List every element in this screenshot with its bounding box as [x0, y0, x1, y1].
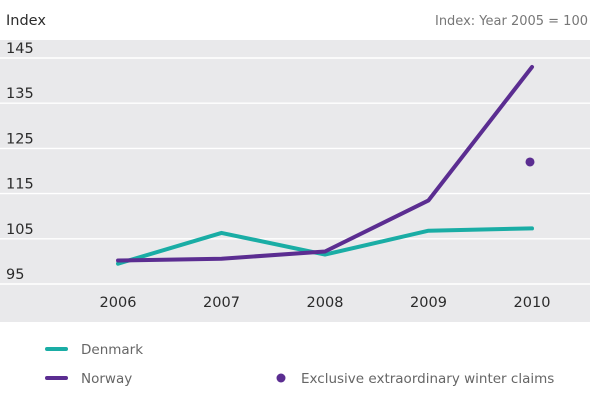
series-lines	[116, 65, 534, 266]
y-tick-label: 115	[6, 177, 34, 193]
y-axis-label: Index	[6, 13, 46, 29]
y-tick-label: 145	[6, 41, 34, 57]
x-tick-label: 2006	[100, 295, 137, 311]
x-tick-labels: 2006 2007 2008 2009 2010	[100, 295, 551, 311]
x-tick-label: 2009	[410, 295, 447, 311]
legend-swatch-winter-claims	[276, 373, 286, 383]
gridlines	[0, 57, 590, 285]
y-tick-label: 135	[6, 86, 34, 102]
x-tick-label: 2008	[307, 295, 344, 311]
legend: Denmark Norway Exclusive extraordinary win…	[45, 342, 554, 387]
series-line-denmark	[116, 226, 534, 266]
y-tick-label: 105	[6, 222, 34, 238]
annotation	[525, 157, 535, 167]
series-line-norway	[116, 65, 534, 263]
winter-claims-marker	[525, 157, 535, 167]
legend-label-winter-claims: Exclusive extraordinary winter claims	[301, 371, 554, 387]
index-note: Index: Year 2005 = 100	[435, 14, 588, 29]
y-tick-labels: 95 105 115 125 135 145	[6, 41, 34, 283]
plot-area	[0, 40, 590, 322]
x-tick-label: 2010	[514, 295, 551, 311]
legend-label-norway: Norway	[81, 371, 132, 387]
x-tick-label: 2007	[203, 295, 240, 311]
y-tick-label: 125	[6, 131, 34, 147]
y-tick-label: 95	[6, 267, 24, 283]
legend-label-denmark: Denmark	[81, 342, 143, 358]
